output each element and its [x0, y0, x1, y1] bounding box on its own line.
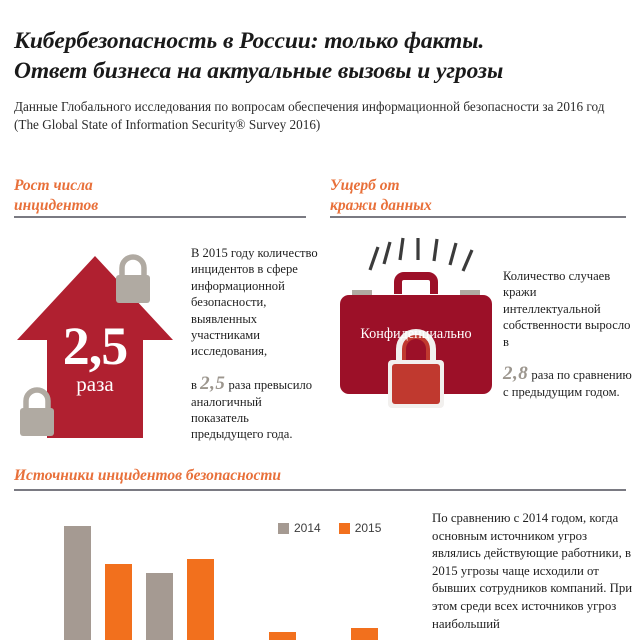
damage-text-before: Количество случаев кражи интеллектуально…	[503, 269, 631, 349]
section-rule-damage	[330, 216, 626, 218]
chart-bar-2015	[351, 628, 378, 640]
legend-item-2014: 2014	[278, 521, 321, 535]
legend-label-2014: 2014	[294, 521, 321, 535]
chart-legend: 2014 2015	[278, 521, 381, 535]
section-heading-damage: Ущерб от кражи данных	[330, 176, 580, 215]
damage-paragraph: Количество случаев кражи интеллектуально…	[503, 268, 633, 400]
page-title-line-2: Ответ бизнеса на актуальные вызовы и угр…	[14, 58, 504, 84]
growth-text-prefix: в	[191, 378, 201, 393]
page-title-line-1: Кибербезопасность в России: только факты…	[14, 28, 485, 54]
sources-bar-chart	[14, 505, 414, 640]
growth-highlight-value: 2,5	[200, 373, 226, 395]
legend-swatch-2014	[278, 522, 289, 534]
damage-highlight-value: 2,8	[503, 363, 529, 385]
section-heading-growth-line2: инцидентов	[14, 196, 99, 214]
header: Кибербезопасность в России: только факты…	[14, 26, 626, 133]
growth-arrow-graphic: 2,5 раза	[10, 248, 180, 438]
legend-label-2015: 2015	[354, 521, 382, 535]
section-heading-damage-line2: кражи данных	[330, 196, 432, 214]
padlock-icon	[116, 254, 150, 303]
chart-bar-2015	[105, 564, 132, 640]
shine-lines-icon	[368, 237, 474, 272]
growth-paragraph: В 2015 году количество инцидентов в сфер…	[191, 245, 319, 443]
legend-swatch-2015	[338, 522, 350, 534]
growth-text-after: раза превысило аналогичный показатель пр…	[191, 378, 313, 442]
briefcase-icon	[340, 237, 492, 408]
chart-bar-2015	[269, 632, 296, 640]
padlock-icon	[20, 387, 54, 436]
section-heading-growth-line1: Рост числа	[14, 177, 93, 194]
section-heading-growth: Рост числа инцидентов	[14, 176, 264, 215]
growth-text-before: В 2015 году количество инцидентов в сфер…	[191, 246, 318, 359]
section-rule-sources	[14, 489, 626, 491]
chart-bar-2015	[187, 559, 214, 640]
briefcase-graphic: Конфиденциально	[326, 232, 506, 432]
page-subtitle: Данные Глобального исследования по вопро…	[14, 99, 605, 132]
chart-bar-2014	[64, 526, 91, 640]
section-heading-damage-line1: Ущерб от	[330, 177, 400, 194]
sources-paragraph: По сравнению с 2014 годом, когда основны…	[432, 511, 633, 631]
chart-bar-2014	[146, 573, 173, 640]
damage-text-after: раза по сравнению с предыдущим годом.	[503, 368, 632, 399]
section-heading-sources: Источники инцидентов безопасности	[14, 467, 282, 484]
legend-item-2015: 2015	[338, 521, 382, 535]
section-rule-growth	[14, 216, 306, 218]
